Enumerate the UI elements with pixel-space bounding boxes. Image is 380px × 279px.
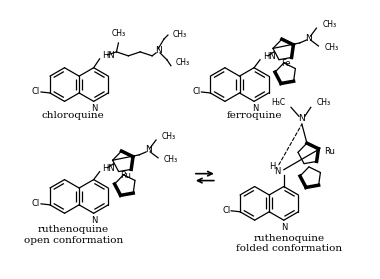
Text: Ru: Ru xyxy=(324,147,334,156)
Text: N: N xyxy=(145,145,152,154)
Text: N: N xyxy=(252,104,258,113)
Text: Cl: Cl xyxy=(32,199,40,208)
Text: N: N xyxy=(282,223,288,232)
Text: HN: HN xyxy=(103,164,116,173)
Text: H: H xyxy=(269,162,276,171)
Text: chloroquine: chloroquine xyxy=(42,111,105,120)
Text: HN: HN xyxy=(263,52,276,61)
Text: N: N xyxy=(155,46,162,56)
Text: N: N xyxy=(305,33,312,42)
Text: CH₃: CH₃ xyxy=(111,29,125,38)
Text: CH₃: CH₃ xyxy=(162,131,176,141)
Text: ruthenoquine
open conformation: ruthenoquine open conformation xyxy=(24,225,123,244)
Text: CH₃: CH₃ xyxy=(164,155,178,164)
Text: Ru: Ru xyxy=(120,171,131,180)
Text: ruthenoquine
folded conformation: ruthenoquine folded conformation xyxy=(236,234,342,253)
Text: N: N xyxy=(92,104,98,113)
Text: Cl: Cl xyxy=(32,88,40,97)
Text: Cl: Cl xyxy=(192,88,201,97)
Text: N: N xyxy=(274,167,281,176)
Text: N: N xyxy=(92,216,98,225)
Text: N: N xyxy=(299,114,305,123)
Text: Fe: Fe xyxy=(281,59,291,68)
Text: CH₃: CH₃ xyxy=(317,98,331,107)
Text: HN: HN xyxy=(103,51,116,60)
Text: CH₃: CH₃ xyxy=(176,58,190,67)
Text: CH₃: CH₃ xyxy=(322,20,337,29)
Text: H₃C: H₃C xyxy=(271,98,285,107)
Text: Cl: Cl xyxy=(222,206,230,215)
Text: ferroquine: ferroquine xyxy=(226,111,282,120)
Text: CH₃: CH₃ xyxy=(173,30,187,39)
Text: CH₃: CH₃ xyxy=(325,44,339,52)
